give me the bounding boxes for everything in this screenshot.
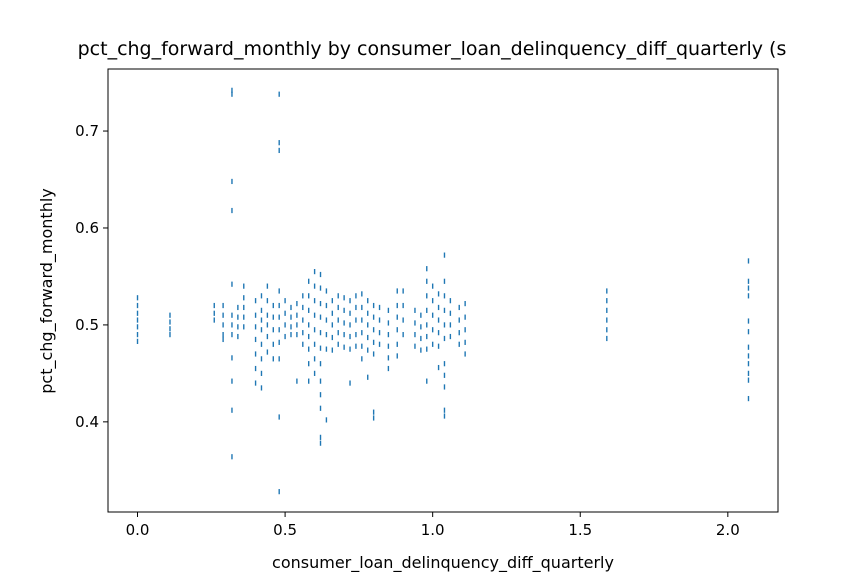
x-tick-label: 0.0: [126, 521, 150, 539]
y-tick-label: 0.4: [75, 413, 99, 431]
y-tick-label: 0.7: [75, 122, 99, 140]
chart-title: pct_chg_forward_monthly by consumer_loan…: [78, 38, 787, 60]
x-axis-label: consumer_loan_delinquency_diff_quarterly: [272, 553, 614, 573]
x-tick-label: 1.0: [421, 521, 445, 539]
x-axis: 0.0 0.5 1.0 1.5 2.0: [126, 512, 740, 539]
y-axis-label: pct_chg_forward_monthly: [37, 188, 57, 394]
x-tick-label: 0.5: [273, 521, 297, 539]
y-axis: 0.4 0.5 0.6 0.7: [75, 122, 108, 431]
x-tick-label: 2.0: [716, 521, 740, 539]
x-tick-label: 1.5: [568, 521, 592, 539]
y-tick-label: 0.5: [75, 316, 99, 334]
y-tick-label: 0.6: [75, 219, 99, 237]
plot-frame: [107, 68, 779, 513]
scatter-points: [136, 87, 750, 495]
